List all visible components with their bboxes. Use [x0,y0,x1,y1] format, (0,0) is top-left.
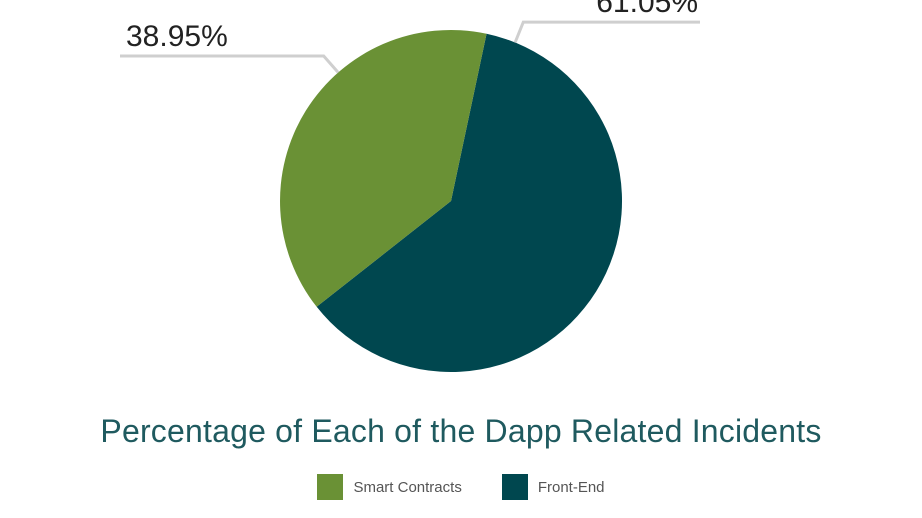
legend-item-front-end: Front-End [501,474,605,500]
chart-legend: Smart Contracts Front-End [0,474,922,500]
pie-slice-smart-contracts [280,30,487,307]
data-label-smart-contracts-leader [120,54,340,74]
pie-chart-canvas: 61.05% 38.95% [120,0,700,373]
legend-swatch-front-end [501,474,528,500]
pie-slice-front-end [316,33,623,373]
data-label-front-end: 61.05% [596,0,698,19]
legend-item-smart-contracts: Smart Contracts [317,474,462,500]
chart-title: Percentage of Each of the Dapp Related I… [100,413,822,449]
legend-label-smart-contracts: Smart Contracts [353,478,462,496]
legend-label-front-end: Front-End [537,478,605,496]
legend-swatch-smart-contracts [317,474,344,500]
data-label-front-end-leader-line [513,20,700,44]
data-label-front-end-leader [513,20,700,44]
data-label-smart-contracts-leader-line [120,54,340,74]
data-label-smart-contracts: 38.95% [126,20,228,53]
